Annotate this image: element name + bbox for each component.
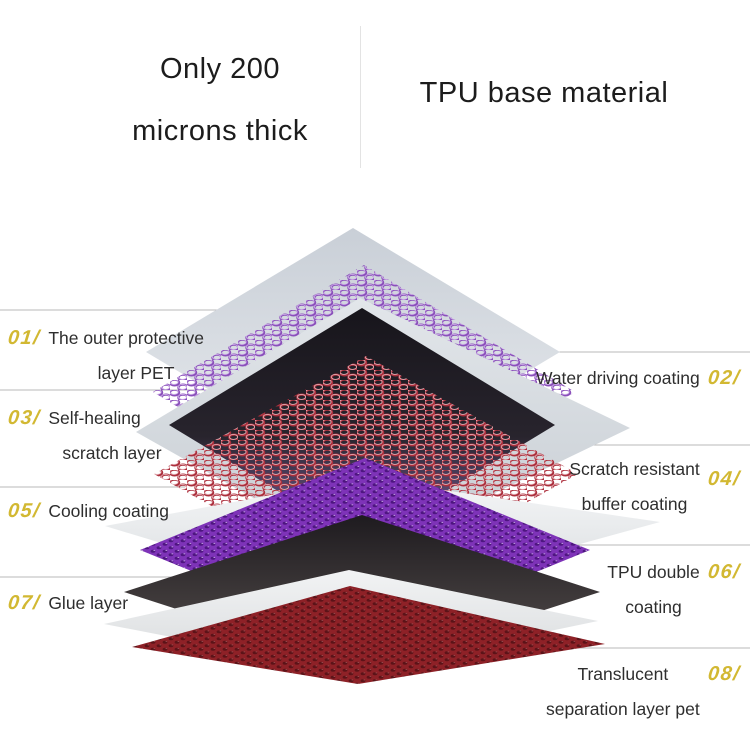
label-06-line2: coating — [625, 597, 682, 617]
label-07-glue-layer: 07/ Glue layer — [6, 586, 129, 621]
label-04-line2: buffer coating — [581, 494, 688, 514]
label-05-line1: Cooling coating — [48, 501, 169, 521]
label-02-line1: Water driving coating — [535, 368, 700, 388]
headline-thickness: Only 200 microns thick — [70, 38, 370, 162]
label-03-line1: Self-healing — [48, 408, 141, 428]
label-06-tpu-double: TPU double coating 06/ — [607, 555, 742, 625]
label-04-text: Scratch resistant buffer coating — [569, 452, 699, 522]
headline-thickness-line1: Only 200 — [159, 53, 281, 85]
label-07-line1: Glue layer — [48, 593, 129, 613]
label-08-number: 08/ — [706, 663, 742, 685]
label-01-outer-protective: 01/ The outer protective layer PET — [6, 321, 220, 391]
label-04-scratch-resistant: Scratch resistant buffer coating 04/ — [569, 452, 742, 522]
label-01-number: 01/ — [6, 327, 42, 349]
headline-material-text: TPU base material — [419, 77, 669, 109]
label-06-number: 06/ — [706, 561, 742, 583]
label-07-number: 07/ — [6, 592, 42, 614]
label-08-line2: separation layer pet — [545, 699, 700, 719]
label-08-translucent-separation: Translucent separation layer pet 08/ — [546, 657, 742, 727]
label-04-line1: Scratch resistant — [569, 459, 700, 479]
label-05-cooling-coating: 05/ Cooling coating — [6, 494, 169, 529]
label-03-number: 03/ — [6, 407, 42, 429]
headline-thickness-line2: microns thick — [132, 115, 308, 147]
label-01-line1: The outer protective — [48, 328, 204, 348]
label-06-text: TPU double coating — [607, 555, 699, 625]
label-02-water-driving: Water driving coating 02/ — [535, 361, 742, 396]
label-03-line2: scratch layer — [62, 443, 162, 463]
headline-material: TPU base material — [388, 76, 700, 110]
label-08-text: Translucent separation layer pet — [546, 657, 700, 727]
label-04-number: 04/ — [706, 468, 742, 490]
layer-stack — [104, 228, 660, 684]
title-divider-line — [360, 26, 361, 168]
label-01-line2: layer PET — [97, 363, 175, 383]
label-06-line1: TPU double — [607, 562, 700, 582]
label-03-self-healing: 03/ Self-healing scratch layer — [6, 401, 176, 471]
layer-08-translucent-separation-mesh — [132, 586, 605, 684]
label-08-line1: Translucent — [577, 664, 669, 684]
label-02-number: 02/ — [706, 367, 742, 389]
label-05-number: 05/ — [6, 500, 42, 522]
